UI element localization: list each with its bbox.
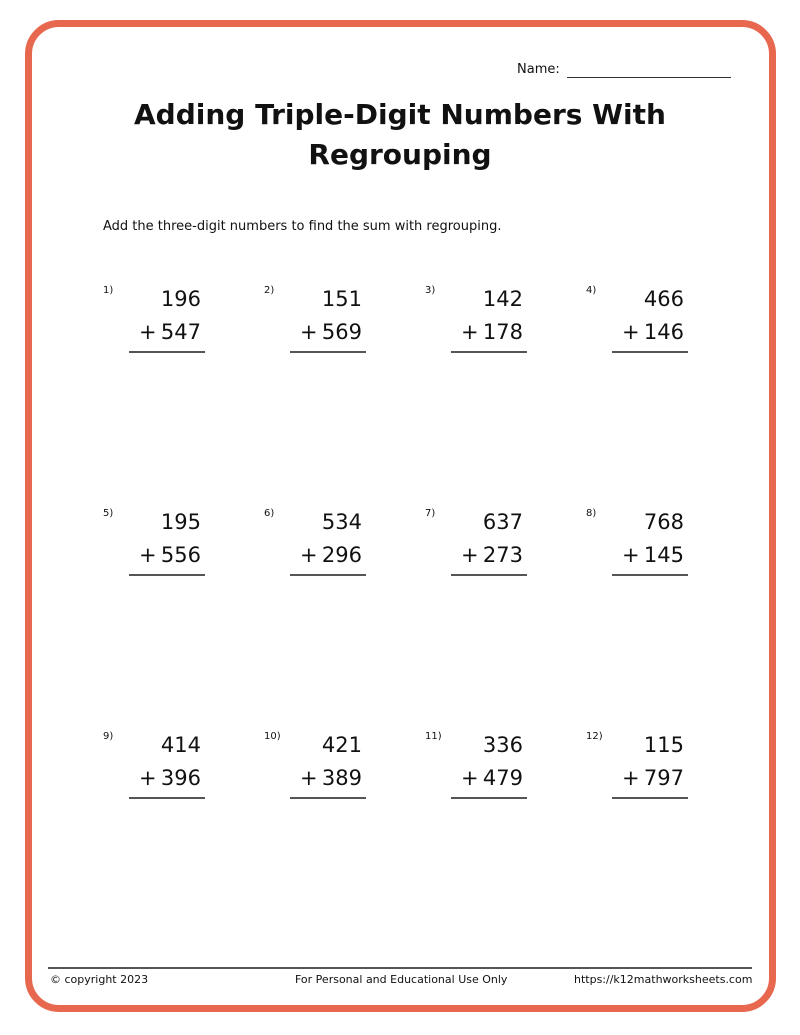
problem-number: 2) [264,285,275,296]
name-label: Name: [517,62,560,77]
addend-bottom: 797 [643,766,684,790]
addend-top: 196 [160,287,201,311]
instructions: Add the three-digit numbers to find the … [103,219,502,234]
addend-top: 115 [643,733,684,757]
answer-line [612,351,688,353]
addend-top: 466 [643,287,684,311]
plus-sign: + [622,766,640,790]
plus-sign: + [139,766,157,790]
answer-line [612,574,688,576]
problem-number: 1) [103,285,114,296]
addend-top: 768 [643,510,684,534]
answer-line [129,797,205,799]
addend-top: 534 [321,510,362,534]
problem-number: 3) [425,285,436,296]
problem-number: 11) [425,731,442,742]
problem-number: 4) [586,285,597,296]
plus-sign: + [300,320,318,344]
addend-bottom: 396 [160,766,201,790]
problem: 7) 637 + 273 [425,508,535,578]
addend-bottom: 296 [321,543,362,567]
plus-sign: + [300,543,318,567]
addend-bottom: 556 [160,543,201,567]
problem: 2) 151 + 569 [264,285,374,355]
addend-top: 336 [482,733,523,757]
usage-note: For Personal and Educational Use Only [295,973,508,986]
addend-top: 421 [321,733,362,757]
problem: 1) 196 + 547 [103,285,213,355]
plus-sign: + [622,320,640,344]
addend-bottom: 479 [482,766,523,790]
problem-number: 9) [103,731,114,742]
footer-divider [48,967,752,969]
worksheet-border [25,20,776,1012]
addend-bottom: 146 [643,320,684,344]
problem: 5) 195 + 556 [103,508,213,578]
answer-line [290,797,366,799]
addend-top: 195 [160,510,201,534]
problem-number: 7) [425,508,436,519]
answer-line [129,351,205,353]
addend-top: 142 [482,287,523,311]
addend-top: 637 [482,510,523,534]
site-url: https://k12mathworksheets.com [574,973,753,986]
problem: 11) 336 + 479 [425,731,535,801]
addend-bottom: 178 [482,320,523,344]
addend-bottom: 569 [321,320,362,344]
addend-bottom: 145 [643,543,684,567]
problem: 8) 768 + 145 [586,508,696,578]
answer-line [451,574,527,576]
plus-sign: + [622,543,640,567]
answer-line [129,574,205,576]
addend-top: 414 [160,733,201,757]
problem: 10) 421 + 389 [264,731,374,801]
plus-sign: + [461,543,479,567]
problem-number: 8) [586,508,597,519]
problem: 3) 142 + 178 [425,285,535,355]
plus-sign: + [461,320,479,344]
addend-bottom: 547 [160,320,201,344]
page-title: Adding Triple-Digit Numbers With Regroup… [134,98,666,171]
copyright: © copyright 2023 [50,973,149,986]
problem-number: 12) [586,731,603,742]
plus-sign: + [300,766,318,790]
problem-number: 10) [264,731,281,742]
name-field-line [567,77,731,78]
answer-line [290,574,366,576]
problem: 9) 414 + 396 [103,731,213,801]
addend-bottom: 273 [482,543,523,567]
answer-line [612,797,688,799]
problem-number: 6) [264,508,275,519]
addend-top: 151 [321,287,362,311]
plus-sign: + [139,543,157,567]
problem: 12) 115 + 797 [586,731,696,801]
plus-sign: + [461,766,479,790]
problem-number: 5) [103,508,114,519]
problem: 4) 466 + 146 [586,285,696,355]
problem: 6) 534 + 296 [264,508,374,578]
plus-sign: + [139,320,157,344]
addend-bottom: 389 [321,766,362,790]
answer-line [290,351,366,353]
answer-line [451,351,527,353]
answer-line [451,797,527,799]
